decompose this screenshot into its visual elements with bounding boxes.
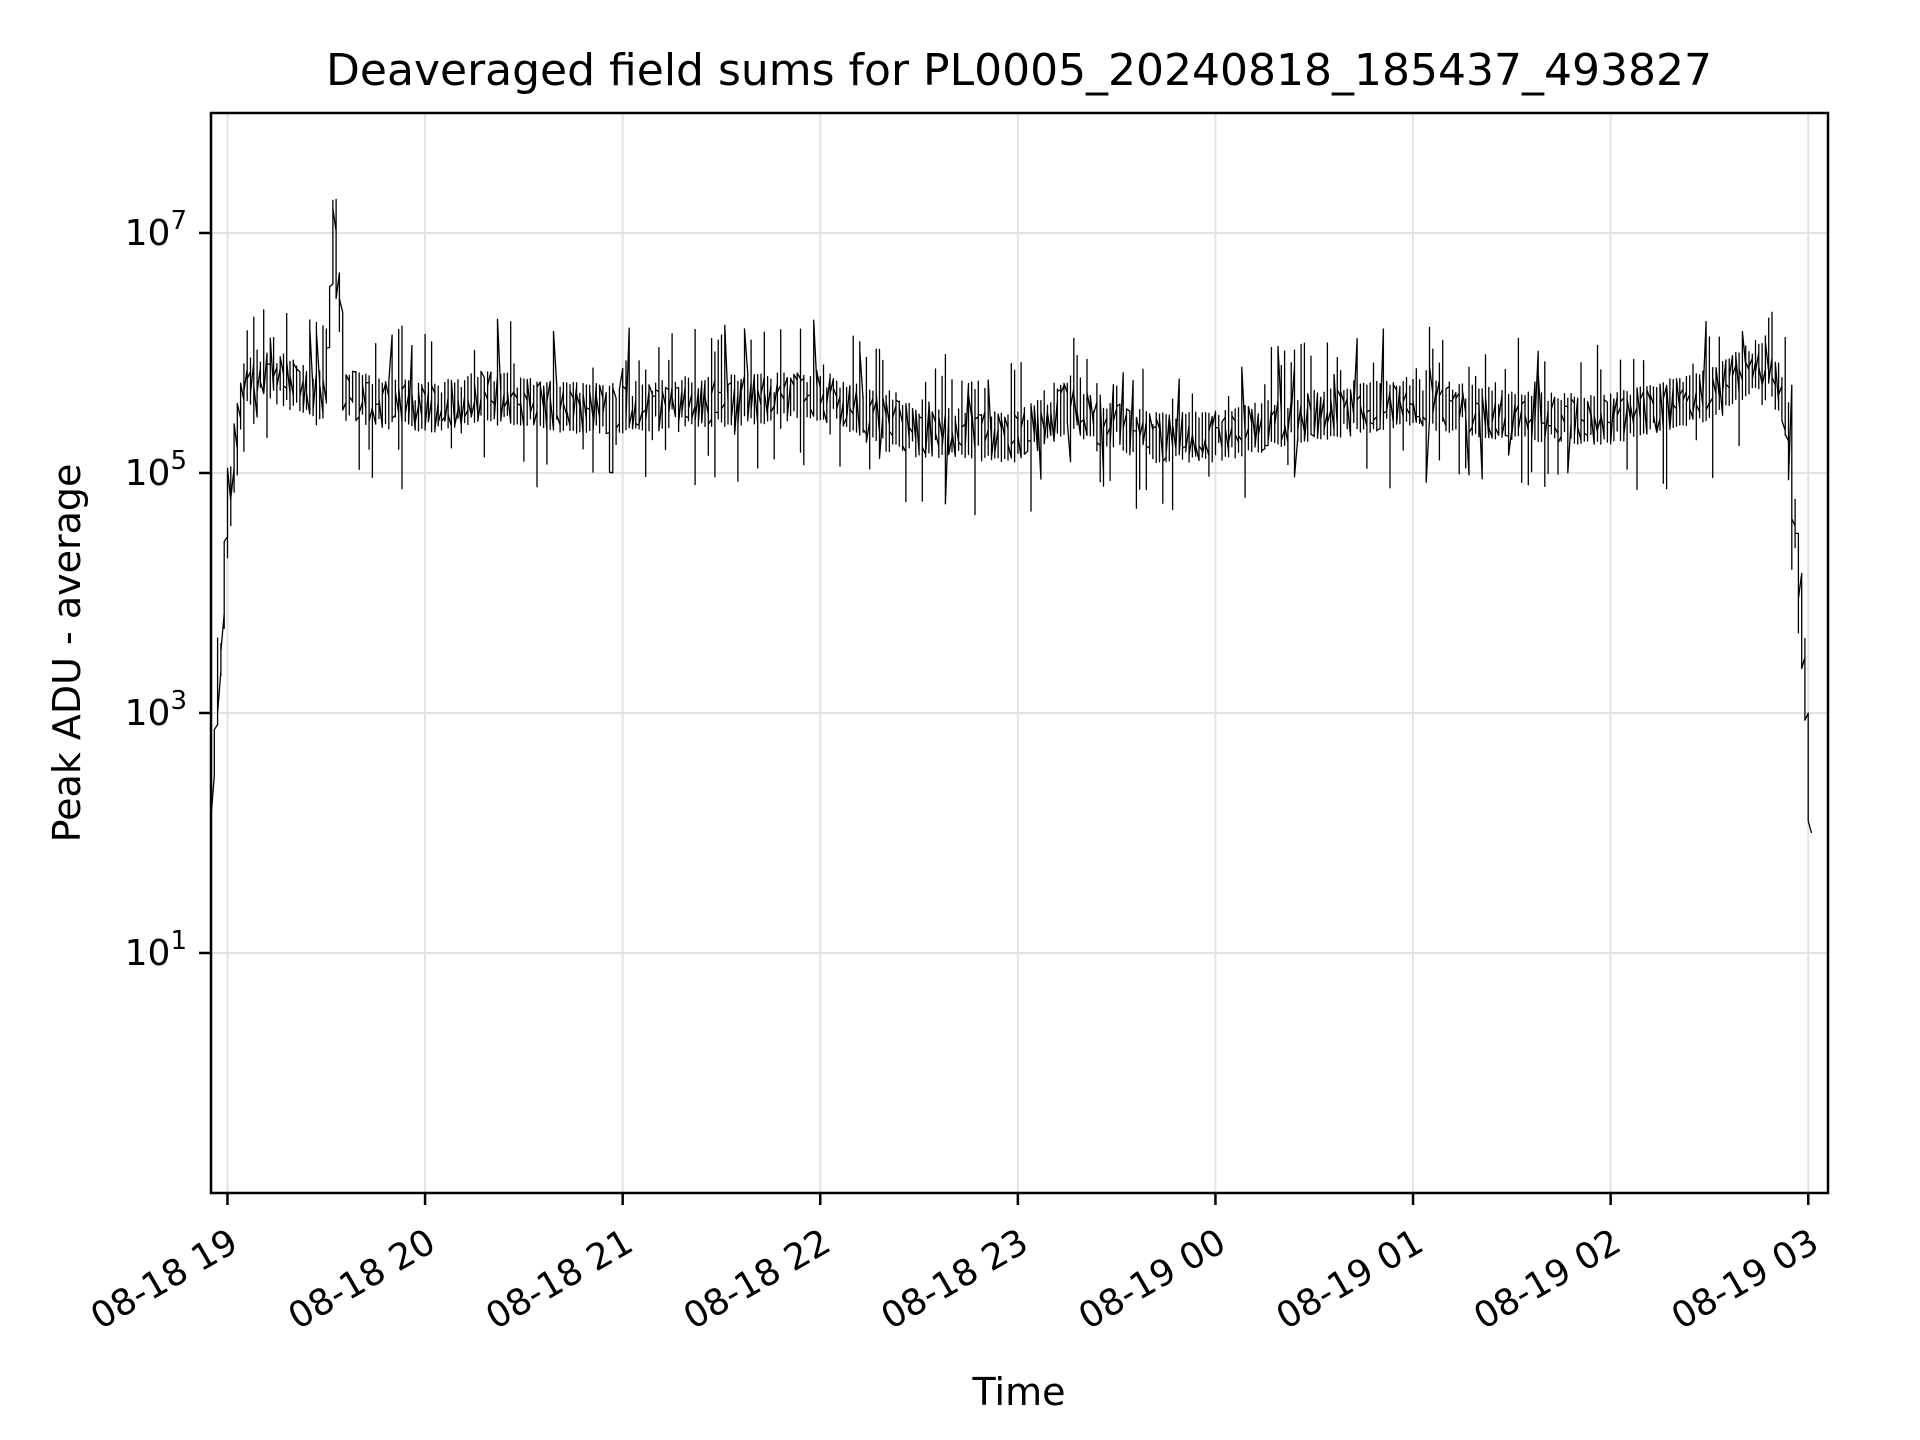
y-tick-label: 107: [125, 206, 187, 254]
y-tick-label: 103: [125, 686, 187, 734]
y-tick-label: 105: [125, 446, 187, 494]
data-series-line: [210, 198, 1813, 1193]
y-tick-label: 101: [125, 926, 187, 974]
data-layer: [210, 198, 1813, 1193]
grid: [211, 113, 1828, 1193]
x-axis-label: Time: [972, 1370, 1066, 1414]
plot-frame: [209, 111, 1830, 1195]
y-axis-label: Peak ADU - average: [45, 464, 89, 843]
chart-title: Deaveraged field sums for PL0005_2024081…: [326, 45, 1712, 96]
